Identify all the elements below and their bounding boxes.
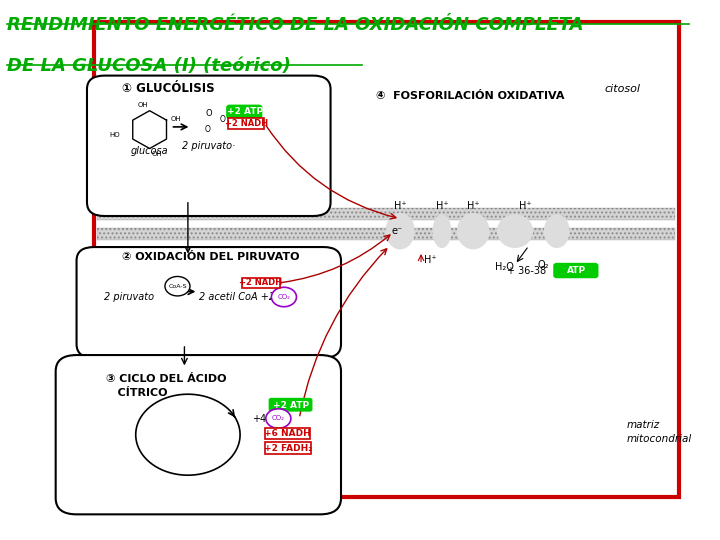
FancyBboxPatch shape — [227, 105, 261, 118]
Text: DE LA GLUCOSA (I) (teórico): DE LA GLUCOSA (I) (teórico) — [7, 57, 291, 75]
Text: CO₂: CO₂ — [277, 294, 290, 300]
FancyBboxPatch shape — [87, 76, 330, 216]
Text: O: O — [205, 109, 212, 118]
Text: O: O — [219, 116, 225, 124]
Text: H⁺: H⁺ — [436, 201, 449, 211]
Text: +2 ATP: +2 ATP — [227, 107, 263, 116]
FancyBboxPatch shape — [94, 22, 678, 497]
Text: citosol: citosol — [604, 84, 640, 94]
Text: ① GLUCÓLISIS: ① GLUCÓLISIS — [122, 82, 215, 94]
FancyBboxPatch shape — [242, 278, 280, 288]
Text: +6 NADH: +6 NADH — [264, 429, 311, 438]
Text: +2 FADH₂: +2 FADH₂ — [264, 444, 312, 453]
Circle shape — [266, 409, 291, 428]
Text: CoA-S: CoA-S — [168, 284, 186, 289]
Text: O: O — [204, 125, 210, 134]
Ellipse shape — [433, 215, 451, 247]
Text: 2 piruvato: 2 piruvato — [104, 292, 154, 302]
Text: ③ CICLO DEL ÁCIDO
   CÍTRICO: ③ CICLO DEL ÁCIDO CÍTRICO — [106, 374, 226, 398]
Ellipse shape — [458, 213, 489, 248]
Text: H⁺: H⁺ — [424, 255, 436, 265]
Text: + 36-38: + 36-38 — [507, 266, 546, 275]
Circle shape — [165, 276, 190, 296]
Text: 2 acetil CoA +2: 2 acetil CoA +2 — [199, 292, 274, 302]
Text: ATP: ATP — [567, 266, 586, 275]
Text: HO: HO — [109, 132, 120, 138]
FancyBboxPatch shape — [55, 355, 341, 514]
Circle shape — [271, 287, 297, 307]
FancyBboxPatch shape — [228, 118, 264, 129]
FancyBboxPatch shape — [265, 442, 311, 454]
Ellipse shape — [498, 215, 532, 247]
Text: +4: +4 — [253, 414, 266, 423]
FancyBboxPatch shape — [554, 264, 598, 278]
Text: H⁺: H⁺ — [519, 201, 532, 211]
Text: ② OXIDACIÓN DEL PIRUVATO: ② OXIDACIÓN DEL PIRUVATO — [122, 252, 300, 261]
Text: H⁺: H⁺ — [467, 201, 480, 211]
Text: +2 NADH: +2 NADH — [225, 119, 268, 127]
FancyBboxPatch shape — [265, 428, 310, 439]
Text: e⁻: e⁻ — [391, 226, 402, 236]
Text: OH: OH — [171, 116, 181, 122]
Text: +2 ATP: +2 ATP — [273, 401, 309, 409]
Text: H⁺: H⁺ — [394, 201, 407, 211]
FancyBboxPatch shape — [269, 399, 312, 411]
Text: CO₂: CO₂ — [272, 415, 285, 422]
Text: O₂: O₂ — [537, 260, 549, 269]
Ellipse shape — [544, 215, 569, 247]
FancyBboxPatch shape — [76, 247, 341, 358]
Text: glucosa: glucosa — [131, 146, 168, 156]
Text: ④  FOSFORILACIÓN OXIDATIVA: ④ FOSFORILACIÓN OXIDATIVA — [376, 91, 564, 101]
Text: OH: OH — [151, 151, 162, 157]
Text: matriz
mitocondrial: matriz mitocondrial — [626, 420, 692, 444]
Text: OH: OH — [138, 102, 148, 109]
Text: +2 NADH: +2 NADH — [240, 279, 282, 287]
Text: 2 piruvato·: 2 piruvato· — [182, 141, 235, 151]
Ellipse shape — [386, 213, 414, 248]
Text: H₂O: H₂O — [495, 262, 514, 272]
Text: RENDIMIENTO ENERGÉTICO DE LA OXIDACIÓN COMPLETA: RENDIMIENTO ENERGÉTICO DE LA OXIDACIÓN C… — [7, 16, 583, 34]
